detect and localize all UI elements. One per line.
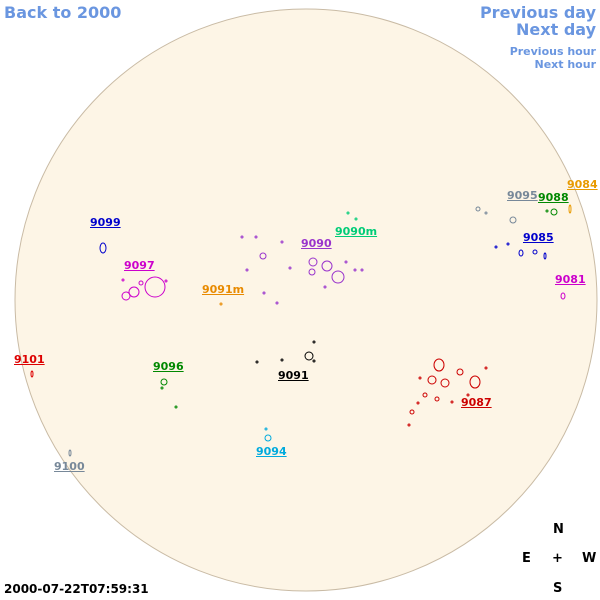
sunspot (456, 368, 464, 376)
sunspot (427, 375, 437, 385)
compass-east: E (522, 551, 531, 566)
compass-center: + (552, 551, 563, 566)
sunspot (469, 375, 481, 389)
region-label[interactable]: 9091 (278, 369, 309, 382)
sunspot (506, 242, 510, 246)
sunspot (254, 235, 258, 239)
sunspot (360, 268, 364, 272)
region-label[interactable]: 9097 (124, 259, 155, 272)
sunspot (255, 360, 259, 364)
sunspot (264, 427, 268, 431)
sunspot (440, 378, 450, 388)
previous-day-link[interactable]: Previous day (479, 3, 596, 22)
sunspot (121, 291, 131, 301)
sunspot (304, 351, 314, 361)
sunspot (312, 340, 316, 344)
sunspot (321, 260, 333, 272)
solar-disk (14, 8, 598, 592)
sunspot (323, 285, 327, 289)
sunspot (568, 204, 572, 214)
sunspot (275, 301, 279, 305)
region-label[interactable]: 9099 (90, 216, 121, 229)
sunspot (450, 400, 454, 404)
sunspot (509, 216, 517, 224)
previous-hour-link[interactable]: Previous hour (509, 45, 596, 58)
region-label[interactable]: 9091m (202, 283, 245, 296)
next-day-link[interactable]: Next day (516, 20, 596, 39)
sunspot (164, 279, 168, 283)
sunspot (30, 370, 34, 378)
sunspot (484, 366, 488, 370)
sunspot (422, 392, 428, 398)
sunspot (144, 276, 166, 298)
sunspot (545, 209, 549, 213)
sunspot (99, 242, 107, 254)
sunspot (259, 252, 267, 260)
sunspot (346, 211, 350, 215)
sunspot (433, 358, 445, 372)
sunspot (160, 386, 164, 390)
sunspot (475, 206, 481, 212)
region-label[interactable]: 9084 (567, 178, 598, 191)
sunspot (560, 292, 566, 300)
sunspot (407, 423, 411, 427)
region-label[interactable]: 9088 (538, 191, 569, 204)
sunspot (308, 257, 318, 267)
sunspot (494, 245, 498, 249)
sunspot (409, 409, 415, 415)
sunspot (288, 266, 292, 270)
sunspot (532, 249, 538, 255)
sunspot (331, 270, 345, 284)
sunspot (550, 208, 558, 216)
sunspot (354, 217, 358, 221)
sunspot (312, 359, 316, 363)
sunspot (68, 449, 72, 457)
sunspot (543, 252, 547, 260)
region-label[interactable]: 9085 (523, 231, 554, 244)
region-label[interactable]: 9090m (335, 225, 378, 238)
region-label[interactable]: 9094 (256, 445, 287, 458)
region-label[interactable]: 9095 (507, 189, 538, 202)
timestamp: 2000-07-22T07:59:31 (4, 582, 149, 596)
sunspot (344, 260, 348, 264)
compass-north: N (553, 522, 564, 537)
sunspot (262, 291, 266, 295)
sunspot (466, 393, 470, 397)
sunspot (240, 235, 244, 239)
sunspot (308, 268, 316, 276)
sunspot (245, 268, 249, 272)
sunspot (280, 240, 284, 244)
back-link[interactable]: Back to 2000 (4, 3, 122, 22)
compass-south: S (553, 581, 563, 596)
sunspot (518, 249, 524, 257)
sunspot (353, 268, 357, 272)
sunspot (174, 405, 178, 409)
sunspot (484, 211, 488, 215)
region-label[interactable]: 9090 (301, 237, 332, 250)
sunspot (138, 280, 144, 286)
region-label[interactable]: 9101 (14, 353, 45, 366)
region-label[interactable]: 9096 (153, 360, 184, 373)
region-label[interactable]: 9087 (461, 396, 492, 409)
region-label[interactable]: 9100 (54, 460, 85, 473)
sunspot (416, 401, 420, 405)
next-hour-link[interactable]: Next hour (534, 58, 597, 71)
sunspot (418, 376, 422, 380)
region-label[interactable]: 9081 (555, 273, 586, 286)
sunspot (434, 396, 440, 402)
sunspot (160, 378, 168, 386)
sunspot (219, 302, 223, 306)
sunspot (264, 434, 272, 442)
compass-west: W (582, 551, 597, 566)
sunspot (121, 278, 125, 282)
sunspot (280, 358, 284, 362)
sunspot (128, 286, 140, 298)
